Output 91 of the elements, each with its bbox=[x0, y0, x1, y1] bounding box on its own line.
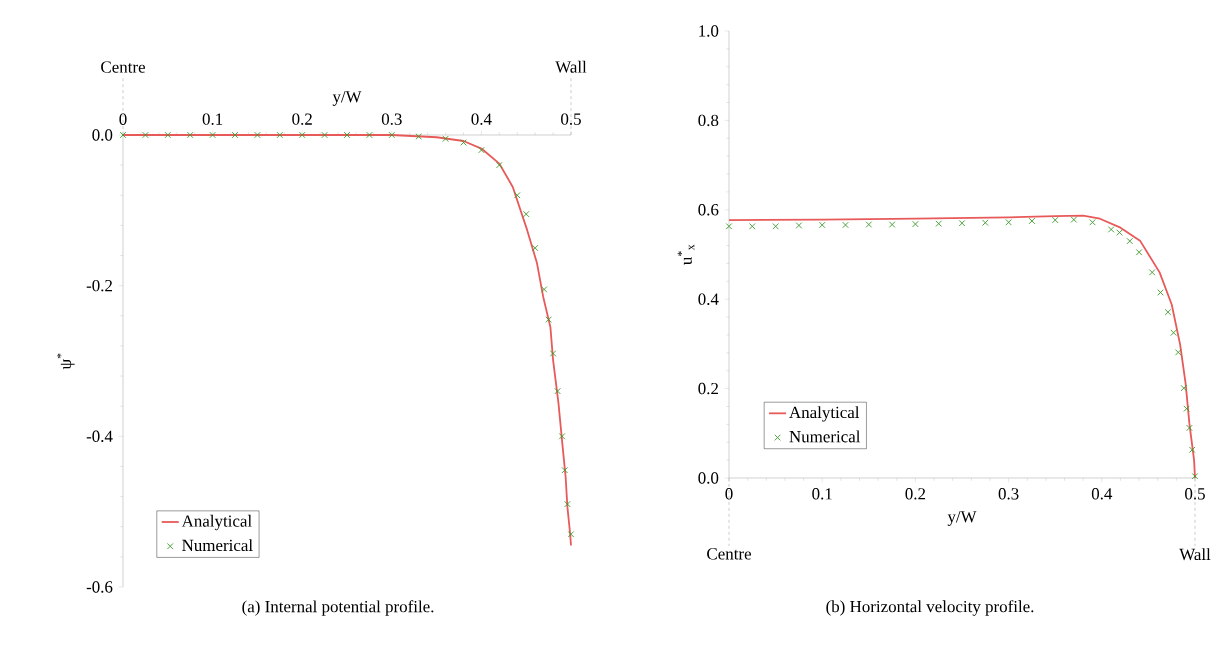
point bbox=[1116, 229, 1123, 236]
point bbox=[1188, 446, 1196, 454]
point bbox=[749, 223, 756, 230]
point bbox=[725, 223, 733, 230]
text: (b) Horizontal velocity profile. bbox=[826, 600, 1034, 616]
point bbox=[545, 316, 552, 323]
y-tick-label: 0.0 bbox=[698, 472, 719, 484]
legend-label: Numerical bbox=[789, 430, 861, 443]
point bbox=[1164, 308, 1172, 316]
ref-line-label: Wall bbox=[555, 60, 587, 73]
x-axis-title: y/W bbox=[332, 91, 362, 106]
point bbox=[1051, 216, 1059, 224]
point bbox=[186, 131, 194, 139]
point bbox=[209, 131, 216, 139]
point bbox=[912, 220, 919, 228]
x-tick-label: 0.5 bbox=[1185, 488, 1205, 500]
x-tick-label: 0.1 bbox=[812, 488, 832, 500]
legend-label: Analytical bbox=[181, 514, 252, 531]
point bbox=[1028, 217, 1036, 225]
point bbox=[842, 221, 849, 229]
y-tick-label: 1.0 bbox=[699, 25, 719, 37]
point bbox=[388, 131, 396, 139]
point bbox=[558, 433, 566, 440]
y-axis-title: u$^{*}$x bbox=[677, 244, 695, 265]
y-axis-title: ψ$^{*}$ bbox=[57, 353, 75, 370]
point bbox=[531, 244, 539, 252]
x-tick-label: 0.2 bbox=[292, 113, 312, 125]
point bbox=[1135, 248, 1143, 256]
ref-line-label: Wall bbox=[1179, 548, 1211, 561]
y-tick-label: -0.2 bbox=[86, 279, 112, 292]
point bbox=[298, 131, 306, 139]
y-tick-label: 0.0 bbox=[92, 129, 113, 141]
x-tick-label: 0.3 bbox=[998, 488, 1019, 500]
point bbox=[513, 191, 521, 199]
legend-label: Numerical bbox=[182, 539, 253, 552]
ref-line-label: Centre bbox=[707, 548, 752, 560]
point bbox=[888, 221, 896, 228]
point bbox=[1107, 226, 1115, 233]
y-tick-label: 0.2 bbox=[698, 382, 718, 395]
point bbox=[496, 161, 503, 169]
point bbox=[522, 210, 530, 218]
point bbox=[772, 223, 779, 230]
point bbox=[366, 131, 373, 139]
ref-line-label: Centre bbox=[101, 61, 146, 73]
point bbox=[935, 220, 942, 227]
x-axis-title: y/W bbox=[947, 511, 977, 526]
y-tick-label: 0.4 bbox=[698, 293, 719, 305]
point bbox=[321, 131, 328, 139]
point bbox=[1126, 237, 1134, 245]
point bbox=[1070, 216, 1078, 223]
x-tick-label: 0.2 bbox=[905, 488, 926, 500]
x-tick-label: 0 bbox=[725, 488, 733, 500]
point bbox=[415, 133, 422, 140]
text: (a) Internal potential profile. bbox=[242, 600, 434, 616]
point bbox=[818, 221, 826, 229]
point bbox=[254, 131, 261, 139]
point bbox=[561, 466, 569, 474]
point bbox=[567, 530, 575, 538]
y-tick-label: 0.6 bbox=[698, 204, 719, 216]
point bbox=[1180, 384, 1188, 392]
point bbox=[276, 131, 284, 139]
x-tick-label: 0.3 bbox=[381, 113, 402, 125]
point bbox=[958, 219, 966, 227]
point bbox=[1148, 269, 1156, 276]
point bbox=[1174, 349, 1182, 356]
point bbox=[1005, 219, 1012, 226]
point bbox=[564, 500, 571, 508]
point bbox=[1191, 472, 1199, 480]
point bbox=[1170, 329, 1177, 336]
point bbox=[1186, 424, 1193, 432]
point bbox=[1089, 219, 1096, 226]
point bbox=[540, 286, 548, 293]
x-tick-label: 0.5 bbox=[561, 113, 581, 125]
x-tick-label: 0.4 bbox=[1091, 488, 1113, 500]
x-tick-label: 0.1 bbox=[202, 113, 223, 125]
point bbox=[142, 131, 149, 139]
legend-label: Analytical bbox=[789, 406, 860, 422]
y-tick-label: -0.6 bbox=[86, 581, 113, 593]
point bbox=[164, 131, 172, 139]
point bbox=[795, 222, 803, 229]
point bbox=[865, 221, 873, 228]
point bbox=[442, 135, 449, 143]
point bbox=[1183, 405, 1190, 412]
point bbox=[549, 350, 557, 357]
point bbox=[554, 387, 561, 395]
y-tick-label: -0.4 bbox=[86, 430, 113, 443]
point bbox=[478, 146, 485, 154]
y-tick-label: 0.8 bbox=[698, 114, 719, 127]
point bbox=[982, 219, 989, 227]
x-tick-label: 0.4 bbox=[471, 113, 492, 125]
x-tick-label: 0 bbox=[119, 113, 127, 125]
